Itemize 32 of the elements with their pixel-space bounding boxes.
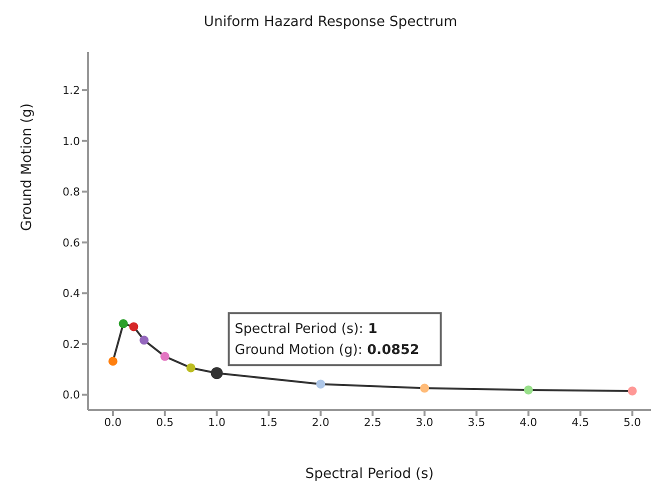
point — [316, 380, 326, 389]
x-axis-title: Spectral Period (s) — [305, 466, 434, 482]
x-tick-label: 4.5 — [572, 416, 590, 429]
point — [140, 336, 149, 345]
annotation: Spectral Period (s): 1 Ground Motion (g): 0.0852 — [234, 321, 420, 358]
x-tick-label: 0.0 — [104, 416, 122, 429]
point — [118, 319, 128, 328]
x-tick-label: 3.0 — [416, 416, 434, 429]
x-tick-label: 3.5 — [468, 416, 486, 429]
point — [129, 322, 138, 332]
y-tick-label: 1.2 — [62, 84, 80, 97]
y-tick-label: 0.4 — [62, 287, 80, 300]
x-tick-label: 0.5 — [156, 416, 174, 429]
y-axis-title: Ground Motion (g) — [18, 103, 35, 231]
point — [160, 352, 170, 361]
point — [524, 385, 533, 394]
point — [420, 384, 430, 393]
y-tick-label: 0.0 — [62, 388, 80, 402]
point — [628, 386, 637, 396]
x-tick-label: 4.0 — [520, 416, 538, 429]
x-tick-label: 2.0 — [312, 416, 330, 429]
y-tick-label: 0.8 — [62, 186, 80, 199]
x-tick-label: 1.5 — [260, 416, 278, 429]
point — [186, 363, 196, 372]
x-tick-label: 1.0 — [208, 416, 226, 429]
x-tick-label: 5.0 — [624, 416, 642, 429]
y-tick-label: 0.6 — [62, 236, 80, 250]
chart-title: Uniform Hazard Response Spectrum — [202, 14, 458, 30]
y-tick-label: 0.2 — [62, 338, 80, 351]
y-tick-label: 1.0 — [62, 134, 80, 148]
point — [108, 356, 118, 366]
x-tick-label: 2.5 — [364, 416, 382, 429]
